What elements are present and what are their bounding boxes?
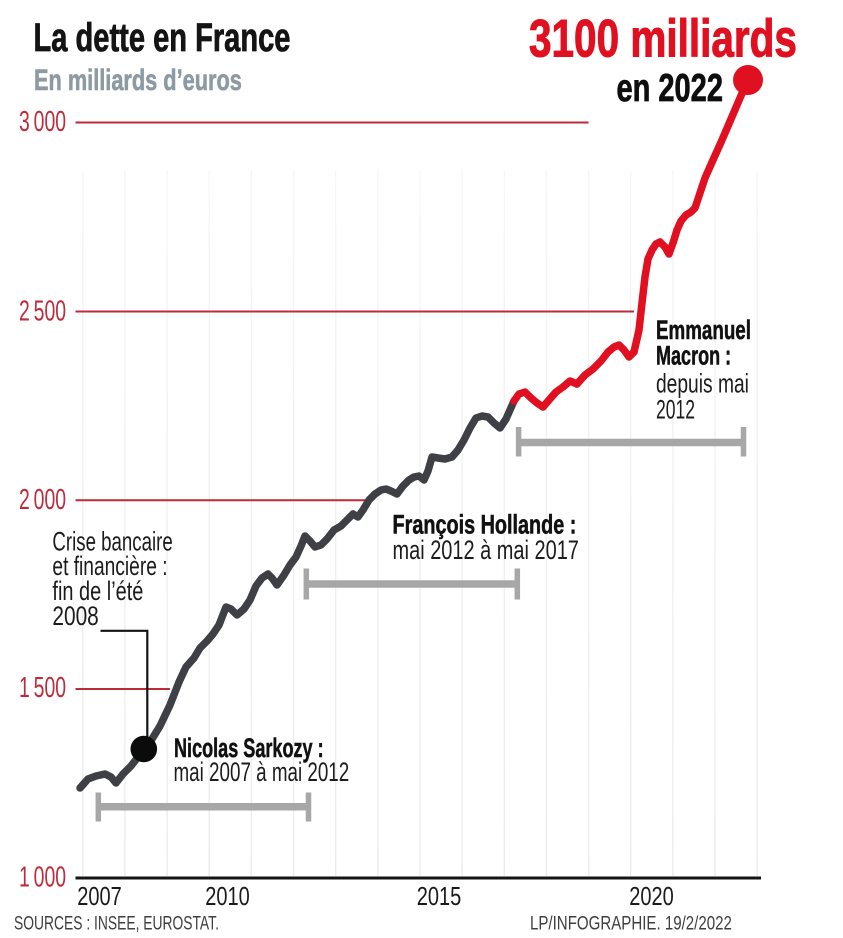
svg-text:Macron :: Macron : — [656, 340, 731, 371]
svg-text:mai 2007 à mai 2012: mai 2007 à mai 2012 — [174, 756, 350, 786]
svg-text:2007: 2007 — [77, 882, 121, 911]
svg-text:LP/INFOGRAPHIE. 19/2/2022: LP/INFOGRAPHIE. 19/2/2022 — [530, 912, 732, 934]
svg-text:fin de l’été: fin de l’été — [52, 577, 143, 607]
svg-text:2 500: 2 500 — [19, 296, 66, 328]
svg-text:en 2022: en 2022 — [617, 67, 723, 110]
svg-text:En milliards d’euros: En milliards d’euros — [34, 63, 242, 97]
svg-text:2012: 2012 — [656, 394, 695, 425]
svg-text:Nicolas Sarkozy :: Nicolas Sarkozy : — [174, 732, 324, 763]
svg-text:3 000: 3 000 — [19, 106, 66, 138]
svg-text:2020: 2020 — [629, 882, 673, 911]
svg-text:Crise bancaire: Crise bancaire — [52, 526, 172, 556]
svg-text:2008: 2008 — [52, 601, 98, 631]
svg-text:1 000: 1 000 — [19, 862, 66, 894]
svg-text:1 500: 1 500 — [19, 672, 66, 704]
svg-text:2010: 2010 — [205, 882, 249, 911]
svg-text:SOURCES : INSEE, EUROSTAT.: SOURCES : INSEE, EUROSTAT. — [14, 912, 219, 934]
svg-text:3100 milliards: 3100 milliards — [529, 8, 797, 68]
svg-text:et financière :: et financière : — [52, 551, 167, 581]
svg-text:mai 2012 à mai 2017: mai 2012 à mai 2017 — [393, 536, 579, 566]
svg-text:Emmanuel: Emmanuel — [656, 315, 751, 345]
svg-text:François Hollande :: François Hollande : — [393, 511, 577, 541]
svg-text:depuis mai: depuis mai — [656, 368, 749, 398]
svg-text:La dette en France: La dette en France — [34, 16, 291, 61]
svg-text:2 000: 2 000 — [19, 484, 66, 516]
svg-text:2015: 2015 — [417, 882, 461, 911]
